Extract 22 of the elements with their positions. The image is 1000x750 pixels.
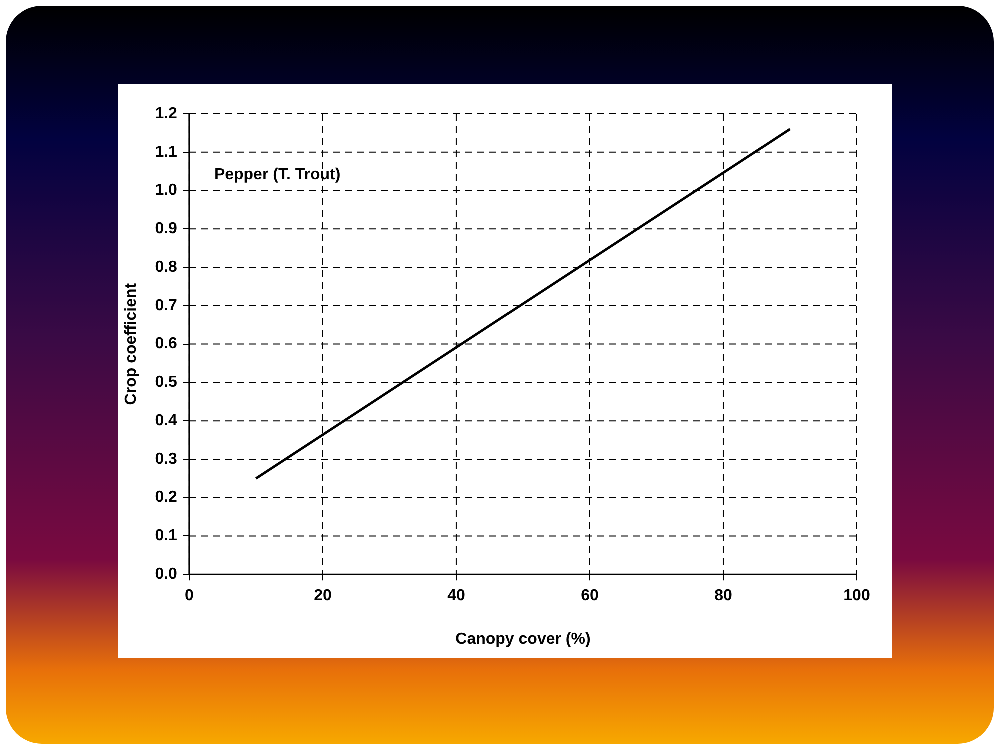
- y-tick-label: 0.0: [155, 566, 178, 584]
- y-tick-label: 0.8: [155, 258, 178, 276]
- y-tick-label: 1.0: [155, 182, 178, 200]
- y-tick-label: 0.3: [155, 450, 178, 468]
- y-tick-label: 0.4: [155, 412, 178, 430]
- x-tick-label: 100: [844, 588, 870, 605]
- y-tick-label: 1.1: [155, 144, 178, 161]
- y-tick-label: 0.9: [155, 220, 178, 238]
- y-tick-label: 0.5: [155, 374, 178, 392]
- y-tick-label: 0.1: [155, 528, 178, 545]
- y-tick-label: 0.7: [155, 297, 178, 314]
- y-tick-label: 0.2: [155, 489, 178, 506]
- x-tick-label: 40: [448, 588, 466, 605]
- annotation: Pepper (T. Trout): [214, 166, 341, 184]
- x-tick-label: 20: [314, 588, 332, 605]
- y-axis-title: Crop coefficient: [123, 282, 140, 406]
- x-tick-label: 0: [184, 588, 194, 605]
- x-tick-label: 80: [714, 588, 732, 605]
- y-tick-label: 0.6: [155, 336, 178, 353]
- x-tick-label: 60: [581, 588, 599, 605]
- x-axis-title: Canopy cover (%): [456, 630, 591, 648]
- y-tick-label: 1.2: [155, 105, 178, 122]
